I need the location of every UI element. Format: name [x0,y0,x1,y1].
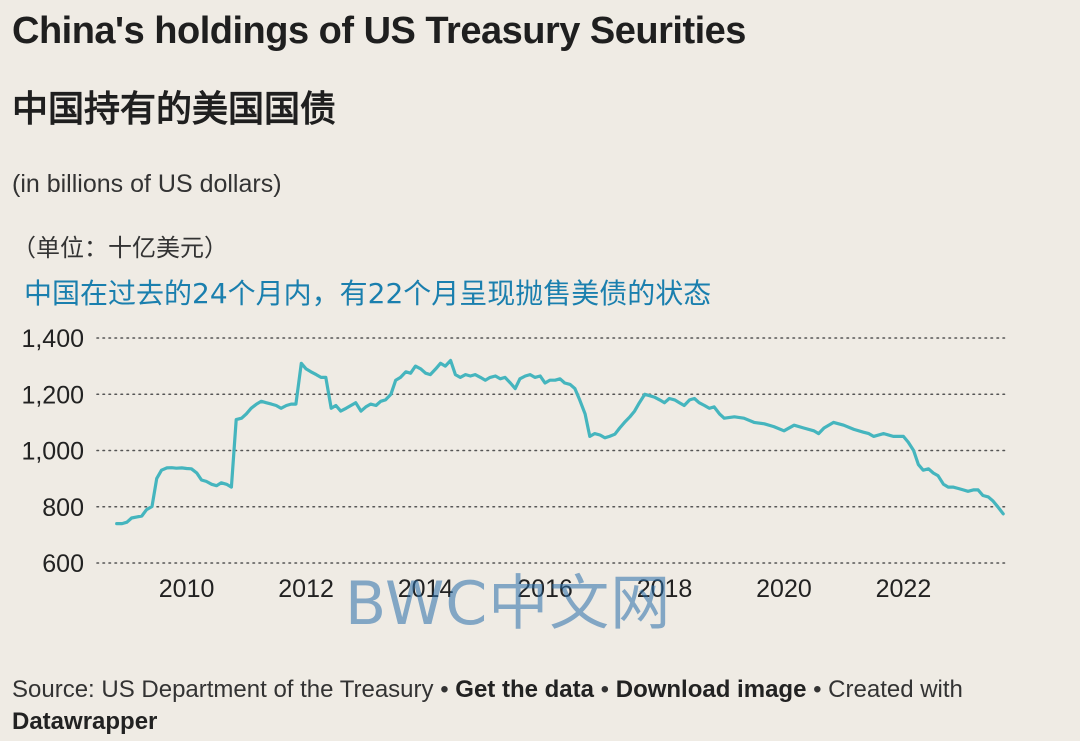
source-text: Source: US Department of the Treasury [12,676,434,703]
created-with-text: Created with [828,676,963,703]
separator: • [433,676,456,703]
series-layer [115,358,1005,526]
get-data-link[interactable]: Get the data [455,676,594,703]
datawrapper-link[interactable]: Datawrapper [12,708,158,735]
separator: • [593,676,616,703]
watermark: BWC中文网 [345,569,672,639]
download-image-link[interactable]: Download image [615,676,807,703]
x-axis: 2010 2012 2014 2016 2018 2020 2022 [159,575,931,603]
y-tick-label: 1,200 [21,381,84,409]
y-tick-label: 1,400 [21,325,84,353]
chart-title: China's holdings of US Treasury Seuritie… [12,10,746,52]
x-tick-label: 2010 [159,575,215,603]
chart-footer: Source: US Department of the Treasury • … [12,674,1062,738]
chart-unit-subtitle: (in billions of US dollars) [12,170,282,198]
y-axis: 1,400 1,200 1,000 800 600 [21,325,84,578]
y-tick-label: 600 [42,550,84,578]
y-tick-label: 800 [42,494,84,522]
chart-title-chinese: 中国持有的美国国债 [12,89,337,130]
chart-annotation: 中国在过去的24个月内，有22个月呈现抛售美债的状态 [24,277,712,310]
x-tick-label: 2020 [756,575,812,603]
x-tick-label: 2018 [637,575,693,603]
separator: • [806,676,829,703]
x-tick-label: 2014 [398,575,454,603]
y-tick-label: 1,000 [21,438,84,466]
x-tick-label: 2022 [876,575,932,603]
x-tick-label: 2012 [278,575,334,603]
x-tick-label: 2016 [517,575,573,603]
series-line [115,358,1005,526]
gridlines [96,337,1006,564]
chart-unit-subtitle-chinese: （单位：十亿美元） [12,234,228,262]
